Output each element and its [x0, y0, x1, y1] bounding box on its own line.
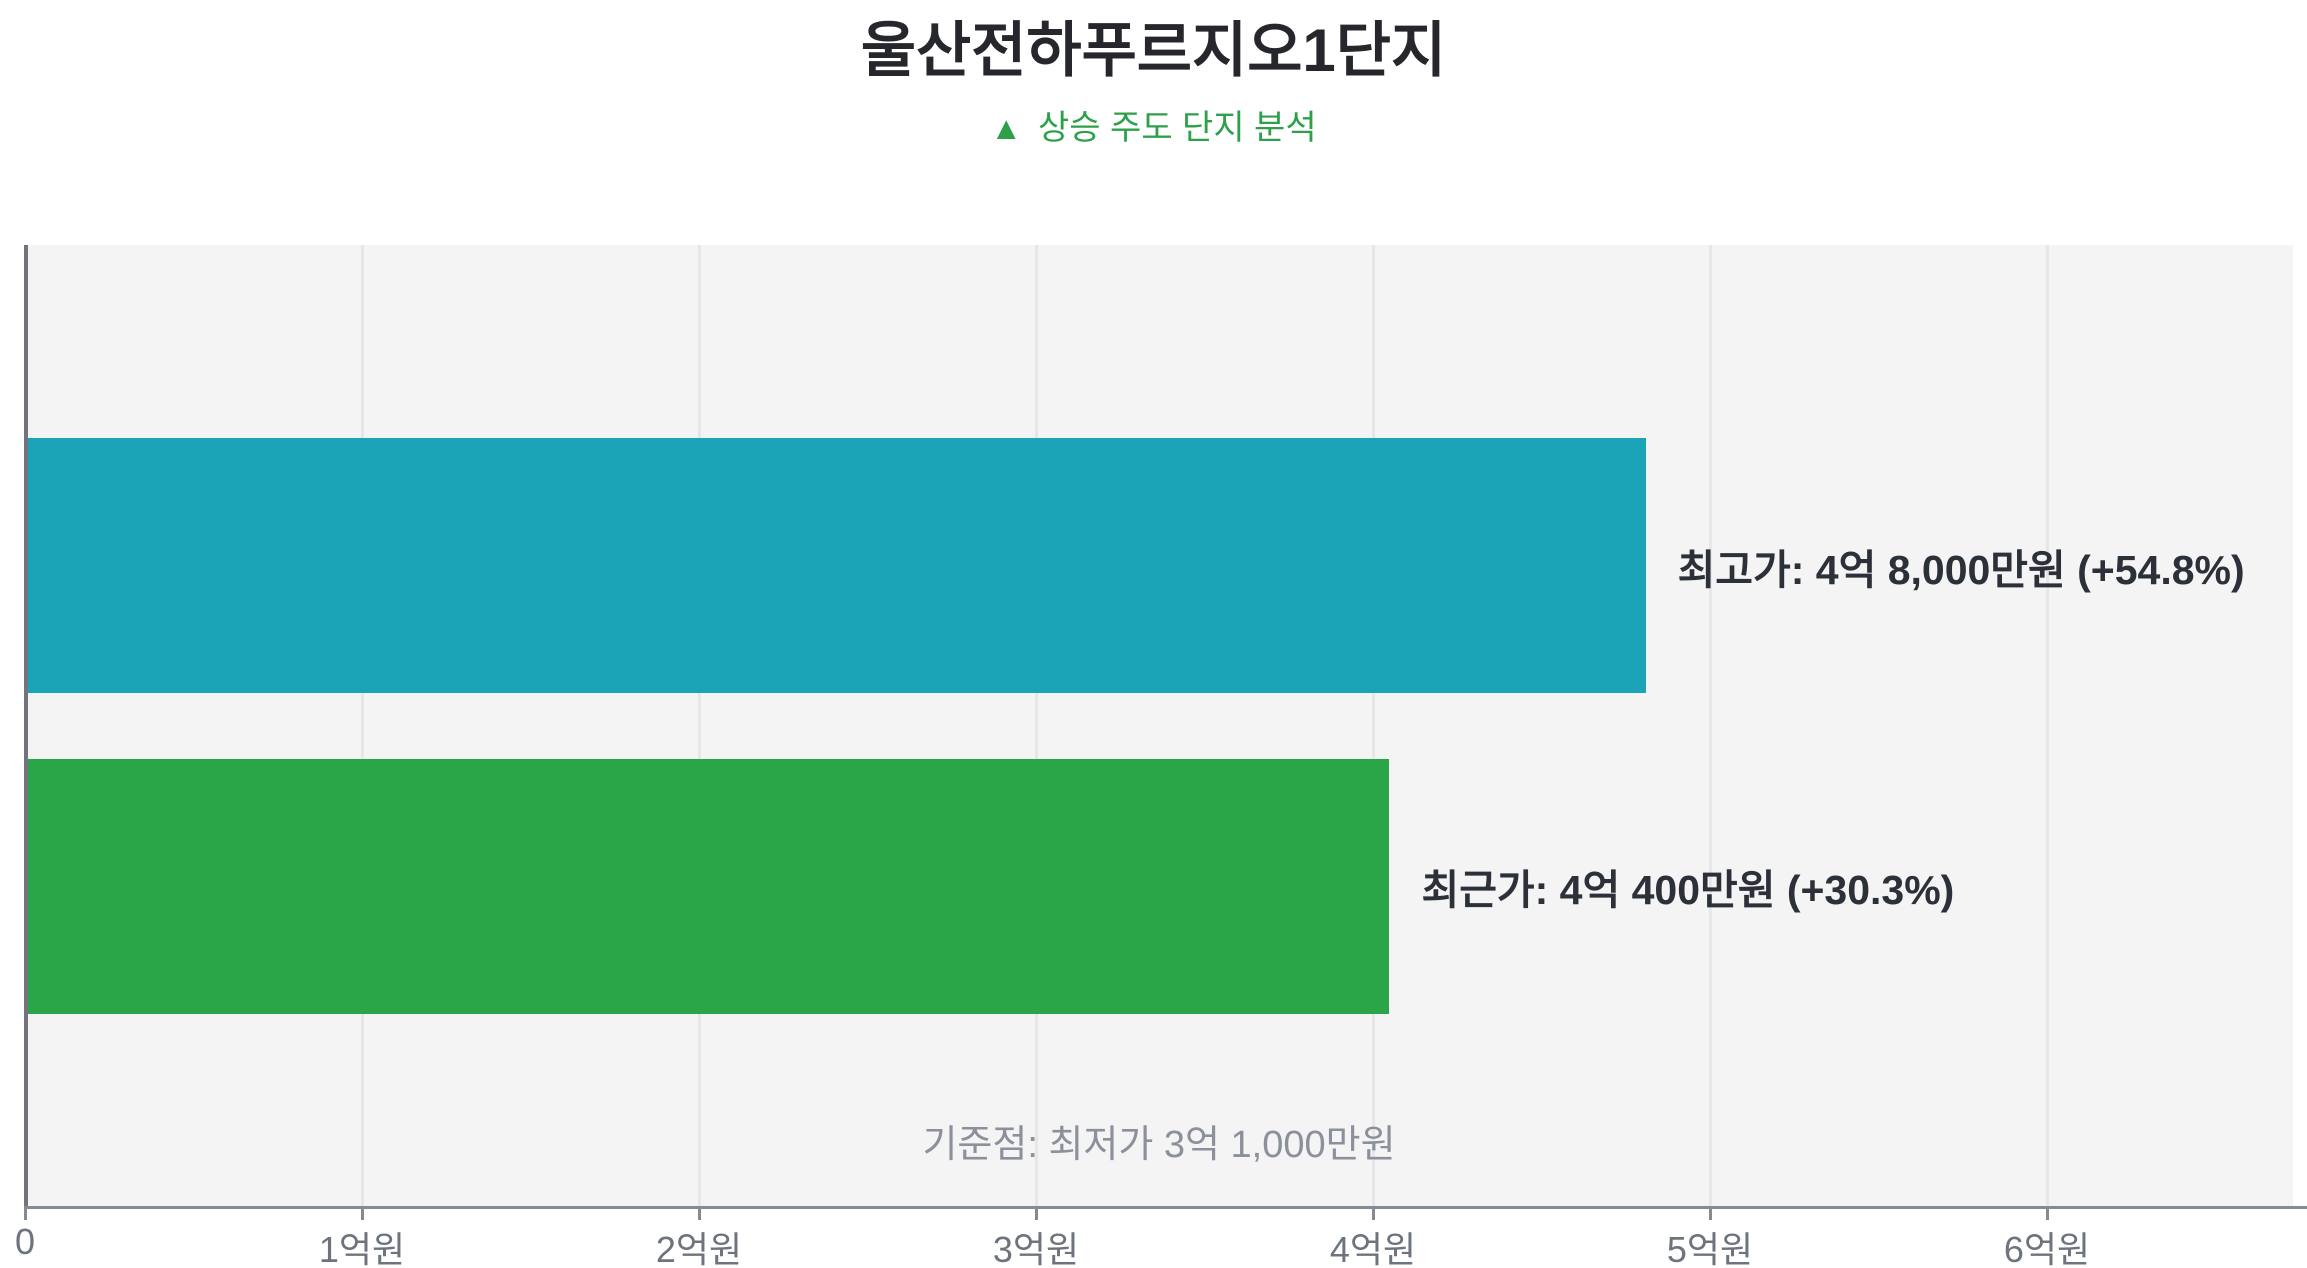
x-tick-label: 5억원 — [1666, 1229, 1754, 1268]
gridline — [1371, 245, 1375, 1207]
baseline-annotation: 기준점: 최저가 3억 1,000만원 — [922, 1124, 1396, 1166]
x-axis-line — [24, 1206, 2307, 1209]
y-axis-line — [24, 245, 28, 1207]
chart-subtitle: ▲ 상승 주도 단지 분석 — [0, 100, 2307, 149]
page-title: 울산전하푸르지오1단지 — [860, 17, 1447, 84]
x-tick-mark — [1708, 1209, 1712, 1220]
chart-subtitle-text: 상승 주도 단지 분석 — [1038, 109, 1317, 147]
gridline — [1708, 245, 1712, 1207]
bar-value-label: 최근가: 4억 400만원 (+30.3%) — [1421, 867, 1955, 914]
x-tick-label: 2억원 — [655, 1229, 743, 1268]
x-tick-label: 0 — [14, 1221, 36, 1262]
bar-최근가 — [28, 758, 1390, 1014]
x-tick-mark — [1034, 1209, 1038, 1220]
x-tick-mark — [2045, 1209, 2049, 1220]
x-tick-mark — [1371, 1209, 1375, 1220]
bar-최고가 — [28, 438, 1646, 694]
gridline — [2045, 245, 2049, 1207]
x-tick-label: 1억원 — [318, 1229, 406, 1268]
x-tick-label: 4억원 — [1329, 1229, 1417, 1268]
bar-value-label: 최고가: 4억 8,000만원 (+54.8%) — [1677, 546, 2245, 593]
plot-area: 기준점: 최저가 3억 1,000만원 최고가: 4억 8,000만원 (+54… — [25, 245, 2293, 1207]
x-tick-label: 6억원 — [2003, 1229, 2091, 1268]
x-tick-mark — [360, 1209, 364, 1220]
up-triangle-icon: ▲ — [990, 110, 1023, 146]
x-tick-label: 3억원 — [992, 1229, 1080, 1268]
gridline — [697, 245, 701, 1207]
x-tick-mark — [24, 1209, 27, 1220]
gridline — [360, 245, 364, 1207]
x-tick-mark — [697, 1209, 701, 1220]
gridline — [1034, 245, 1038, 1207]
